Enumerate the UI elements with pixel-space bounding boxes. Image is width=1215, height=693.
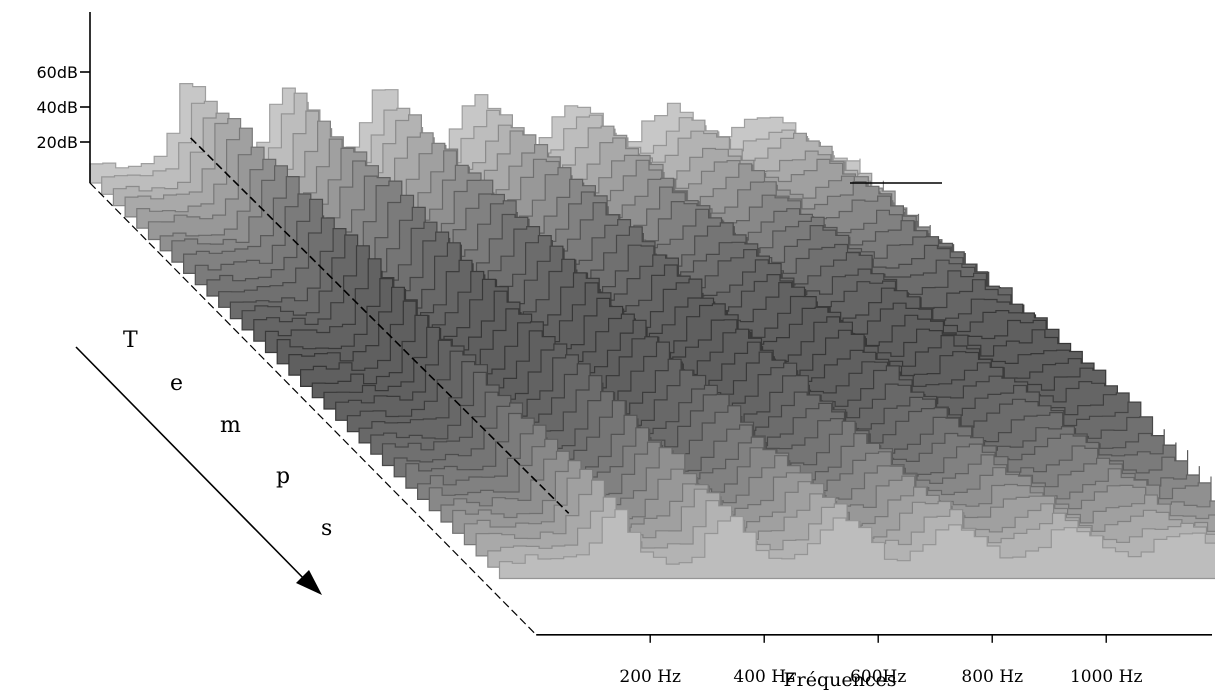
spectrum-slices (89, 83, 1215, 580)
spectrum-slice (498, 509, 1215, 580)
time-label-letter: p (276, 464, 290, 489)
x-tick-label: 200 Hz (619, 667, 681, 687)
y-tick-labels: 60dB 40dB 20dB (37, 63, 90, 152)
time-label-letter: T (123, 328, 138, 353)
x-tick-label: 800 Hz (961, 667, 1023, 687)
time-label-letter: m (220, 413, 241, 438)
time-axis-line (89, 182, 537, 636)
x-tick-label: 600Hz (850, 667, 906, 687)
time-arrow-shaft (75, 346, 311, 586)
x-tick-labels: 200 Hz 400 Hz 600Hz 800 Hz 1000 Hz (619, 634, 1142, 687)
time-arrow (75, 346, 322, 595)
time-label-letter: s (321, 516, 332, 541)
fundamental-trace (190, 137, 570, 514)
time-label-letter: e (170, 371, 183, 396)
y-tick-label: 20dB (37, 133, 79, 152)
x-tick-label: 400 Hz (733, 667, 795, 687)
y-tick-label: 60dB (37, 63, 79, 82)
axes (89, 12, 1212, 636)
time-axis-label: Te m p s (123, 328, 332, 541)
y-tick-label: 40dB (37, 98, 79, 117)
time-arrow-head (296, 570, 322, 595)
x-tick-label: 1000 Hz (1070, 667, 1142, 687)
x-axis-label: Fréquences (783, 669, 896, 691)
